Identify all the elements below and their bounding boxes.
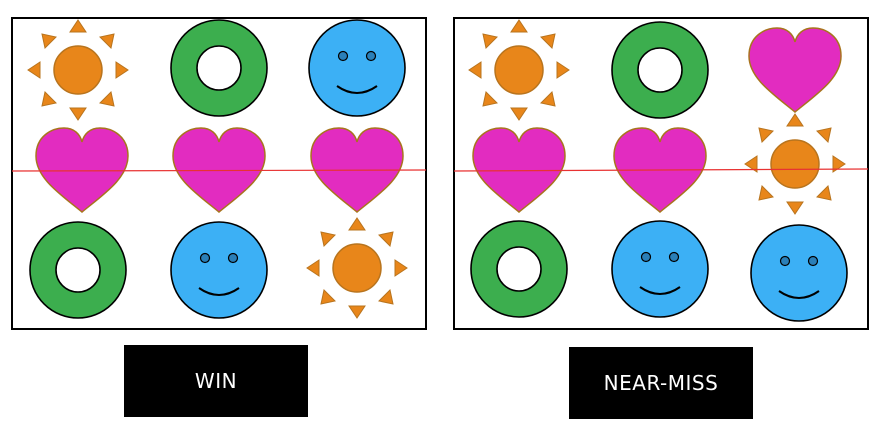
smiley-icon [170, 221, 268, 319]
ring-icon [170, 19, 268, 117]
smiley-icon [750, 224, 848, 322]
near-miss-label: NEAR-MISS [569, 347, 753, 419]
near-miss-panel [453, 17, 869, 330]
win-panel [11, 17, 427, 330]
ring-icon [470, 220, 568, 318]
win-label-text: WIN [194, 369, 238, 393]
near-miss-label-text: NEAR-MISS [603, 371, 719, 395]
near-miss-payline [453, 168, 869, 172]
smiley-icon [611, 220, 709, 318]
ring-icon [29, 221, 127, 319]
win-label: WIN [124, 345, 308, 417]
smiley-icon [308, 19, 406, 117]
ring-icon [611, 21, 709, 119]
win-payline [11, 169, 427, 172]
